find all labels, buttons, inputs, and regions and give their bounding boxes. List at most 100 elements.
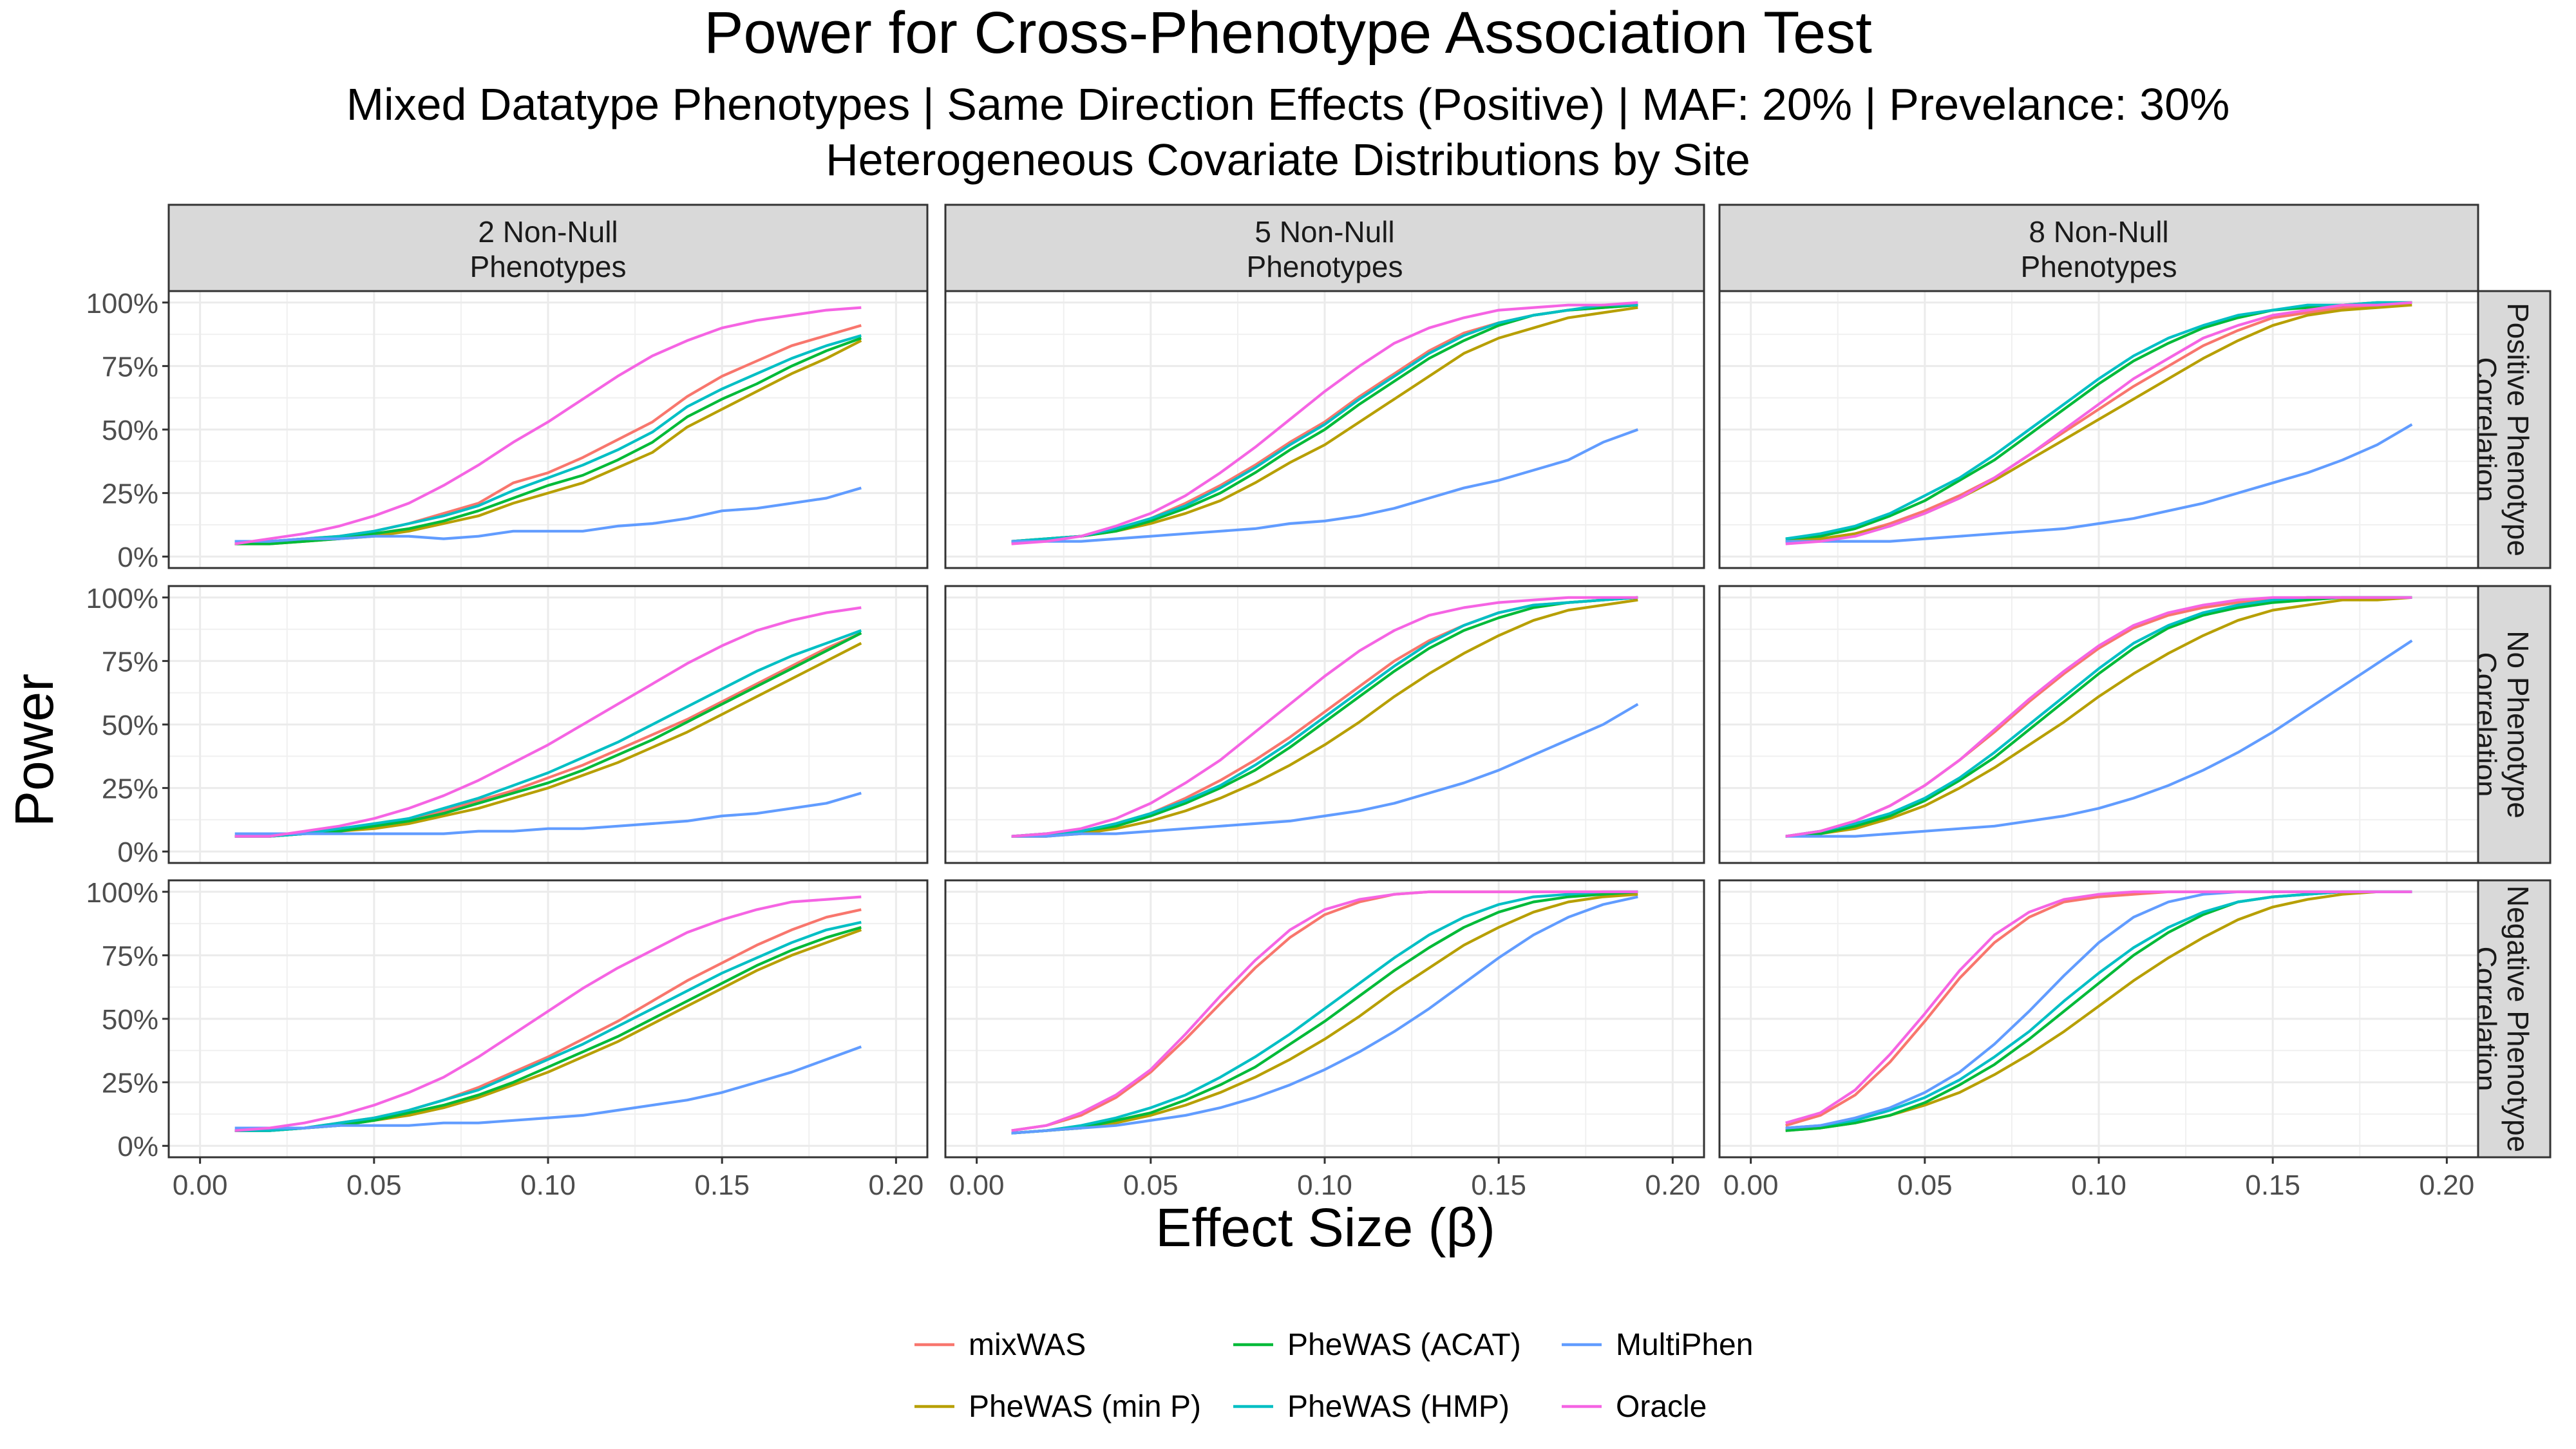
x-axis-label: Effect Size (β) xyxy=(1155,1197,1495,1258)
y-tick-label: 75% xyxy=(102,940,158,972)
x-tick-label: 0.05 xyxy=(1123,1170,1179,1201)
series-line xyxy=(1785,301,2412,540)
legend-label: PheWAS (HMP) xyxy=(1287,1390,1510,1424)
series-line xyxy=(234,921,862,1132)
column-strip-label: 2 Non-Null xyxy=(478,215,618,249)
series-line xyxy=(1785,301,2412,543)
facet-panel: 0.00 0.05 0.10 0.15 0.20 xyxy=(944,879,1705,1201)
column-strip-background xyxy=(1718,204,2479,292)
y-axis-label: Power xyxy=(4,674,64,827)
facet-panel xyxy=(944,290,1705,569)
y-tick-label: 0% xyxy=(117,542,158,573)
x-tick-label: 0.00 xyxy=(949,1170,1005,1201)
x-tick-label: 0.00 xyxy=(173,1170,228,1201)
legend-item: PheWAS (HMP) xyxy=(1233,1390,1510,1424)
series-line xyxy=(1011,895,1638,1135)
series-line xyxy=(234,606,862,838)
series-line xyxy=(1011,303,1638,543)
panel-border xyxy=(944,290,1705,569)
row-strip-background xyxy=(2477,585,2552,864)
facet-panel: 0% 25% 50% 75% 100% xyxy=(86,288,929,573)
x-tick-label: 0.20 xyxy=(2420,1170,2475,1201)
y-tick-label: 75% xyxy=(102,351,158,383)
series-line xyxy=(1785,890,2412,1130)
series-line xyxy=(234,895,862,1132)
y-tick-label: 0% xyxy=(117,837,158,868)
series-line xyxy=(1785,423,2413,543)
row-strip-background xyxy=(2477,879,2552,1159)
y-tick-label: 50% xyxy=(102,1004,158,1036)
panel-border xyxy=(944,585,1705,864)
chart-subtitle-line2: Heterogeneous Covariate Distributions by… xyxy=(826,135,1750,185)
y-tick-label: 100% xyxy=(86,288,158,319)
legend-label: PheWAS (ACAT) xyxy=(1287,1328,1521,1362)
chart-title: Power for Cross-Phenotype Association Te… xyxy=(704,0,1872,66)
legend-label: Oracle xyxy=(1616,1390,1707,1424)
row-strip-background xyxy=(2477,290,2552,569)
facet-panel xyxy=(1718,290,2479,569)
facet-panel: 0.00 0.05 0.10 0.15 0.20 xyxy=(1718,879,2479,1201)
series-line xyxy=(1011,703,1639,838)
y-tick-label: 25% xyxy=(102,478,158,510)
x-tick-label: 0.15 xyxy=(1471,1170,1526,1201)
y-tick-label: 100% xyxy=(86,583,158,614)
series-line xyxy=(1011,596,1638,838)
facet-panel: 0% 25% 50% 75% 100% 0.00 0.05 0.10 0.15 0.20 xyxy=(86,877,929,1201)
legend-item: PheWAS (ACAT) xyxy=(1233,1328,1521,1362)
y-tick-label: 25% xyxy=(102,773,158,805)
series-line xyxy=(1785,596,2412,838)
x-tick-label: 0.20 xyxy=(869,1170,924,1201)
series-line xyxy=(1785,890,2412,1124)
series-line xyxy=(234,791,862,835)
column-strip-label: Phenotypes xyxy=(1247,250,1403,283)
row-strip-label: Positive Phenotype xyxy=(2501,303,2535,556)
x-tick-label: 0.10 xyxy=(520,1170,576,1201)
y-tick-label: 50% xyxy=(102,710,158,741)
facet-panel xyxy=(1718,585,2479,864)
series-line xyxy=(234,306,862,545)
series-line xyxy=(234,632,862,838)
column-strip-background xyxy=(944,204,1705,292)
panel-border xyxy=(1718,585,2479,864)
series-line xyxy=(1011,428,1639,543)
legend-label: mixWAS xyxy=(969,1328,1086,1362)
x-tick-label: 0.15 xyxy=(694,1170,750,1201)
x-tick-label: 0.05 xyxy=(1897,1170,1953,1201)
series-line xyxy=(234,1045,862,1130)
legend-item: Oracle xyxy=(1562,1390,1707,1424)
series-line xyxy=(1011,598,1638,838)
x-tick-label: 0.15 xyxy=(2245,1170,2300,1201)
panel-border xyxy=(1718,290,2479,569)
legend-item: MultiPhen xyxy=(1562,1328,1753,1362)
series-line xyxy=(234,629,862,838)
legend: mixWAS PheWAS (min P) PheWAS (ACAT) PheWAS … xyxy=(914,1328,1753,1424)
series-line xyxy=(234,486,862,543)
series-line xyxy=(1011,890,1638,1135)
facet-panel: 0% 25% 50% 75% 100% xyxy=(86,583,929,868)
legend-item: PheWAS (min P) xyxy=(914,1390,1201,1424)
series-line xyxy=(1011,890,1638,1132)
series-line xyxy=(234,334,862,543)
column-strip-label: Phenotypes xyxy=(2021,250,2177,283)
y-tick-label: 75% xyxy=(102,646,158,677)
series-line xyxy=(1011,596,1638,838)
x-tick-label: 0.20 xyxy=(1645,1170,1701,1201)
column-strip-label: 8 Non-Null xyxy=(2029,215,2168,249)
legend-label: MultiPhen xyxy=(1616,1328,1753,1362)
series-line xyxy=(1011,893,1638,1135)
facet-panel xyxy=(944,585,1705,864)
x-tick-label: 0.00 xyxy=(1723,1170,1779,1201)
series-line xyxy=(1785,301,2412,540)
series-line xyxy=(1785,596,2412,838)
y-tick-label: 100% xyxy=(86,877,158,909)
x-tick-label: 0.10 xyxy=(1297,1170,1352,1201)
column-strip-label: Phenotypes xyxy=(470,250,627,283)
y-tick-label: 0% xyxy=(117,1131,158,1162)
